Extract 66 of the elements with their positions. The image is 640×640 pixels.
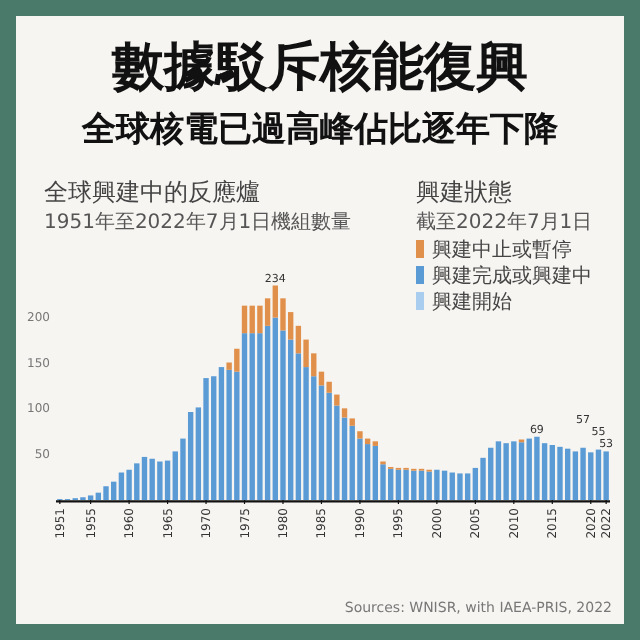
bar [372,445,379,500]
text: 全球興建中的反應爐 [44,178,260,206]
bar [349,425,355,500]
bar [326,392,332,500]
bar [441,470,448,500]
bar [457,473,463,500]
bar [411,470,417,500]
bar [541,443,548,500]
bar [534,436,540,500]
bar [234,348,240,372]
bar [141,456,148,500]
bar [203,378,209,500]
bar [580,447,586,500]
bar [595,449,602,500]
bar [549,445,555,500]
bar [257,333,263,500]
legend-label: 興建完成或興建中 [432,264,592,288]
bar [426,471,432,500]
bar [272,317,278,500]
bar [103,486,109,500]
bar [249,333,255,500]
bar [257,305,263,334]
bar [418,470,425,500]
bar [503,443,509,500]
legend-label: 興建開始 [432,290,512,314]
bar [388,468,394,500]
text: 1951年至2022年7月1日機組數量 [44,210,352,234]
bar [249,305,255,334]
bar [226,369,232,500]
bar [241,333,248,500]
bar [126,469,132,500]
chart-subtitle: 全球核電已過高峰佔比逐年下降 [80,110,560,150]
bar [434,469,440,500]
bar [264,325,271,500]
bar [488,447,494,500]
bar [111,481,117,500]
legend-label: 興建中止或暫停 [432,238,572,262]
bar [588,452,594,500]
bar [357,431,363,439]
bar [187,412,194,500]
bar [157,461,163,500]
bar [449,472,455,500]
bar [95,492,102,500]
bar [557,446,563,500]
bar [564,448,571,500]
bar [134,463,140,500]
bar [572,451,579,500]
bar [603,451,609,500]
legend-title: 興建狀態 [416,178,512,206]
bar [395,469,402,500]
bar [403,469,409,500]
bar [334,394,340,406]
bar [241,305,248,334]
bar [349,418,355,426]
chart-title: 數據駁斥核能復興 [110,38,528,98]
bar [218,367,225,500]
bar [511,441,517,500]
bar [495,441,502,500]
bar [518,442,525,500]
bar [118,472,125,500]
bar [341,408,348,418]
text: 截至2022年7月1日 [416,210,593,234]
bar [464,473,471,500]
bar [149,458,155,500]
bar [526,438,532,500]
bar [364,444,371,500]
